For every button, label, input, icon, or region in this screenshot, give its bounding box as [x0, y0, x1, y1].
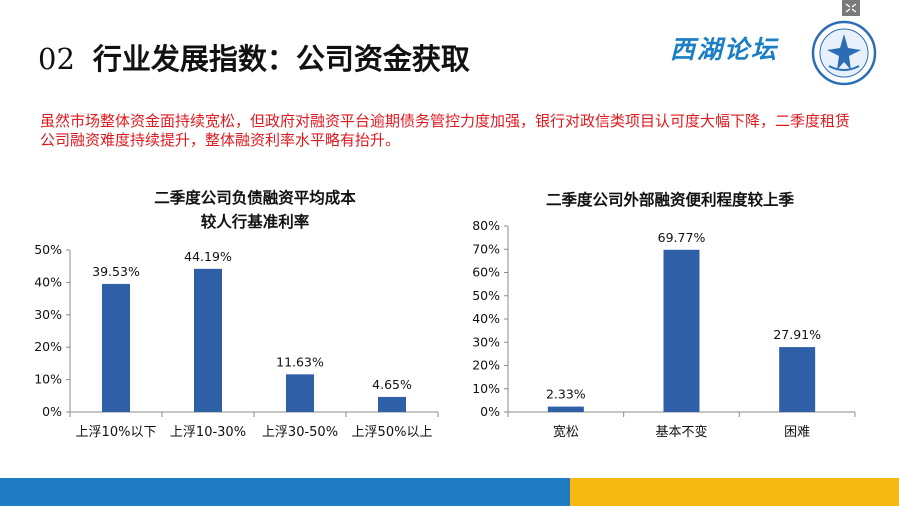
chart2-category-label: 基本不变 — [655, 424, 707, 440]
chart2-y-tick-label: 0% — [480, 404, 500, 419]
chart2-y-tick-label: 30% — [472, 334, 500, 349]
chart1-title-line2: 较人行基准利率 — [200, 213, 310, 231]
chart1-data-label: 44.19% — [184, 249, 232, 264]
chart2-category-label: 困难 — [784, 425, 810, 440]
chart2-y-tick-label: 40% — [472, 311, 500, 326]
brand-text: 西湖论坛 — [670, 35, 779, 64]
chart1-category-label: 上浮50%以上 — [352, 425, 433, 440]
chart2-y-tick-label: 50% — [472, 288, 500, 303]
chart1-data-label: 39.53% — [92, 264, 140, 279]
section-number: 02 — [38, 42, 75, 76]
chart1-bar — [378, 396, 406, 412]
chart1-title-line1: 二季度公司负债融资平均成本 — [154, 189, 356, 207]
chart1-category-label: 上浮30-50% — [262, 425, 338, 440]
chart1-category-label: 上浮10%以下 — [76, 425, 157, 440]
chart2-y-tick-label: 60% — [472, 265, 500, 280]
chart1-bar — [194, 268, 222, 412]
bottom-bar-gold — [570, 478, 899, 506]
chart2-y-tick-label: 10% — [472, 381, 500, 396]
chart2-bar — [547, 406, 584, 412]
title-text: 行业发展指数：公司资金获取 — [92, 42, 470, 76]
chart1-y-tick-label: 10% — [34, 372, 62, 387]
circular-emblem-icon — [811, 20, 877, 86]
chart2-data-label: 27.91% — [773, 327, 821, 342]
chart2-category-label: 宽松 — [553, 424, 579, 440]
expand-icon[interactable] — [842, 0, 860, 16]
chart2-title-line1: 二季度公司外部融资便利程度较上季 — [545, 191, 794, 209]
chart1-bar — [102, 283, 130, 412]
chart1-bar — [286, 374, 314, 412]
chart1-y-tick-label: 0% — [42, 404, 62, 419]
chart2-bar — [779, 347, 816, 412]
chart1-y-tick-label: 20% — [34, 339, 62, 354]
chart2-data-label: 2.33% — [546, 387, 586, 402]
bottom-bar-blue — [0, 478, 570, 506]
chart1-data-label: 4.65% — [372, 377, 412, 392]
chart2-bar — [663, 249, 700, 412]
chart1-y-tick-label: 30% — [34, 307, 62, 322]
chart2-y-tick-label: 70% — [472, 241, 500, 256]
page-title: 02 行业发展指数：公司资金获取 — [38, 36, 470, 78]
chart2-title: 二季度公司外部融资便利程度较上季 — [470, 188, 870, 212]
chart1-y-tick-label: 40% — [34, 274, 62, 289]
chart1-category-label: 上浮10-30% — [170, 425, 246, 440]
chart1-data-label: 11.63% — [276, 354, 324, 369]
summary-text: 虽然市场整体资金面持续宽松，但政府对融资平台逾期债务管控力度加强，银行对政信类项… — [40, 112, 851, 149]
chart1-title: 二季度公司负债融资平均成本 较人行基准利率 — [70, 186, 440, 234]
chart2-data-label: 69.77% — [658, 230, 706, 245]
chart2-y-tick-label: 20% — [472, 358, 500, 373]
chart1-y-tick-label: 50% — [34, 242, 62, 257]
chart2-y-tick-label: 80% — [472, 218, 500, 233]
